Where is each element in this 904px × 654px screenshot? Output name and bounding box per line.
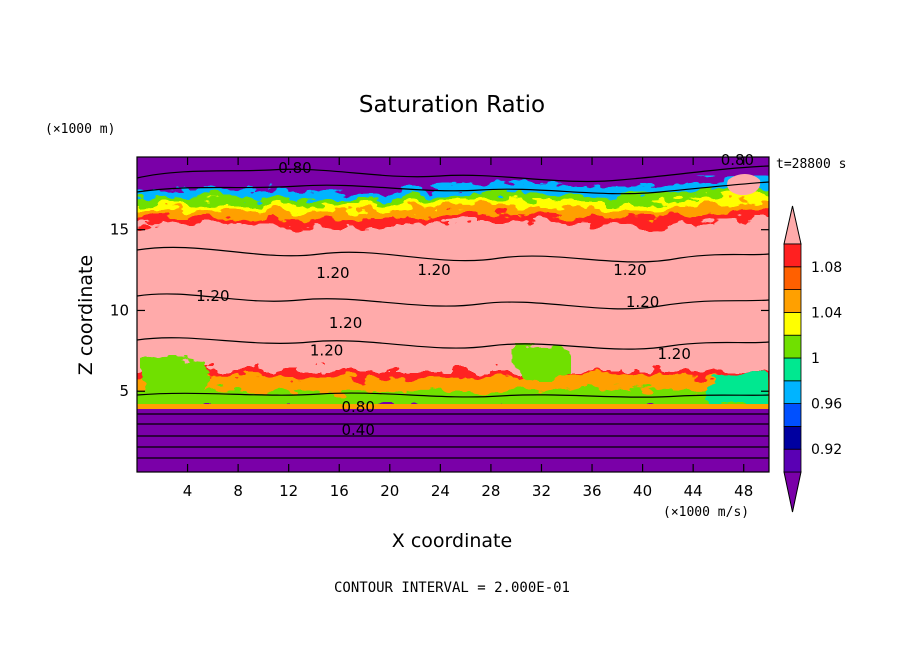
contour-label-7: 1.20 [329,314,362,332]
colorbar-swatch-1 [783,425,802,450]
saturation-field [137,157,769,472]
x-tick-label-4: 20 [380,482,399,500]
colorbar-tick-label-0: 0.92 [811,442,842,458]
x-tick-label-2: 12 [279,482,298,500]
colorbar-swatch-0 [783,448,802,473]
y-axis-label: Z coordinate [75,255,97,375]
colorbar-swatch-7 [783,289,802,313]
time-label: t=28800 s [776,157,846,172]
contour-upper-080 [137,165,769,183]
contour-mid-120-c [137,337,769,350]
colorbar-swatch-9 [783,243,802,268]
colorbar-swatch-4 [783,357,802,382]
contour-lines [137,165,769,459]
x-tick-label-6: 28 [481,482,500,500]
colorbar-swatch-6 [783,311,802,336]
x-tick-label-1: 8 [233,482,243,500]
patch-center-green [511,343,571,382]
colorbar-swatch-5 [783,334,802,359]
contour-upper-090 [137,181,769,195]
contour-label-10: 0.80 [341,398,374,416]
x-tick-label-8: 36 [582,482,601,500]
plot-frame [136,156,770,473]
contour-label-1: 0.80 [721,151,754,169]
patch-left-green [140,355,210,404]
contour-label-0: 0.80 [278,159,311,177]
colorbar-tick-label-2: 1 [811,351,820,367]
y-tick-label-2: 15 [110,221,129,239]
x-tick-label-7: 32 [532,482,551,500]
contour-label-9: 1.20 [657,345,690,363]
colorbar: 0.92 0.96 1 1.04 1.08 [783,205,842,513]
lower-boundary-line [137,404,769,409]
contour-label-6: 1.20 [626,293,659,311]
colorbar-swatch-2 [783,403,802,427]
x-tick-label-11: 48 [734,482,753,500]
colorbar-tick-label-1: 0.96 [811,397,842,413]
field-bands [137,175,769,408]
x-axis-label: X coordinate [392,530,512,552]
colorbar-tick-label-4: 1.08 [811,260,842,276]
colorbar-swatch-3 [783,380,802,404]
colorbar-swatch-8 [783,266,802,290]
contour-interval-note: CONTOUR INTERVAL = 2.000E-01 [334,580,570,596]
contour-label-3: 1.20 [417,261,450,279]
colorbar-over-triangle [783,205,802,245]
y-tick-label-1: 10 [110,301,129,319]
chart-title: Saturation Ratio [359,92,545,118]
band-low-green [137,388,769,408]
contour-label-5: 1.20 [613,261,646,279]
lower-stable-layer [137,407,769,472]
x-tick-label-10: 44 [684,482,703,500]
x-tick-label-5: 24 [431,482,450,500]
contour-label-4: 1.20 [196,287,229,305]
contour-label-8: 1.20 [310,342,343,360]
y-unit-label: (×1000 m) [45,122,115,137]
contour-mid-120-b [137,293,769,310]
colorbar-under-triangle [783,471,802,513]
x-tick-label-0: 4 [183,482,193,500]
contour-low-boundary [137,392,769,398]
patch-right-cyan [705,370,768,405]
contour-label-2: 1.20 [316,264,349,282]
y-axis-ticks: 5 10 15 [110,221,769,400]
colorbar-tick-label-3: 1.04 [811,305,842,321]
y-tick-label-0: 5 [119,382,129,400]
contour-mid-120-a [137,246,769,263]
x-axis-ticks: 4 8 12 16 20 24 28 32 36 40 44 48 [183,157,753,500]
x-unit-label: (×1000 m/s) [663,505,749,520]
x-tick-label-9: 40 [633,482,652,500]
contour-label-11: 0.40 [341,421,374,439]
x-tick-label-3: 16 [330,482,349,500]
contour-labels: 0.80 0.80 1.20 1.20 1.20 1.20 1.20 1.20 1.20 1.20… [196,151,754,439]
